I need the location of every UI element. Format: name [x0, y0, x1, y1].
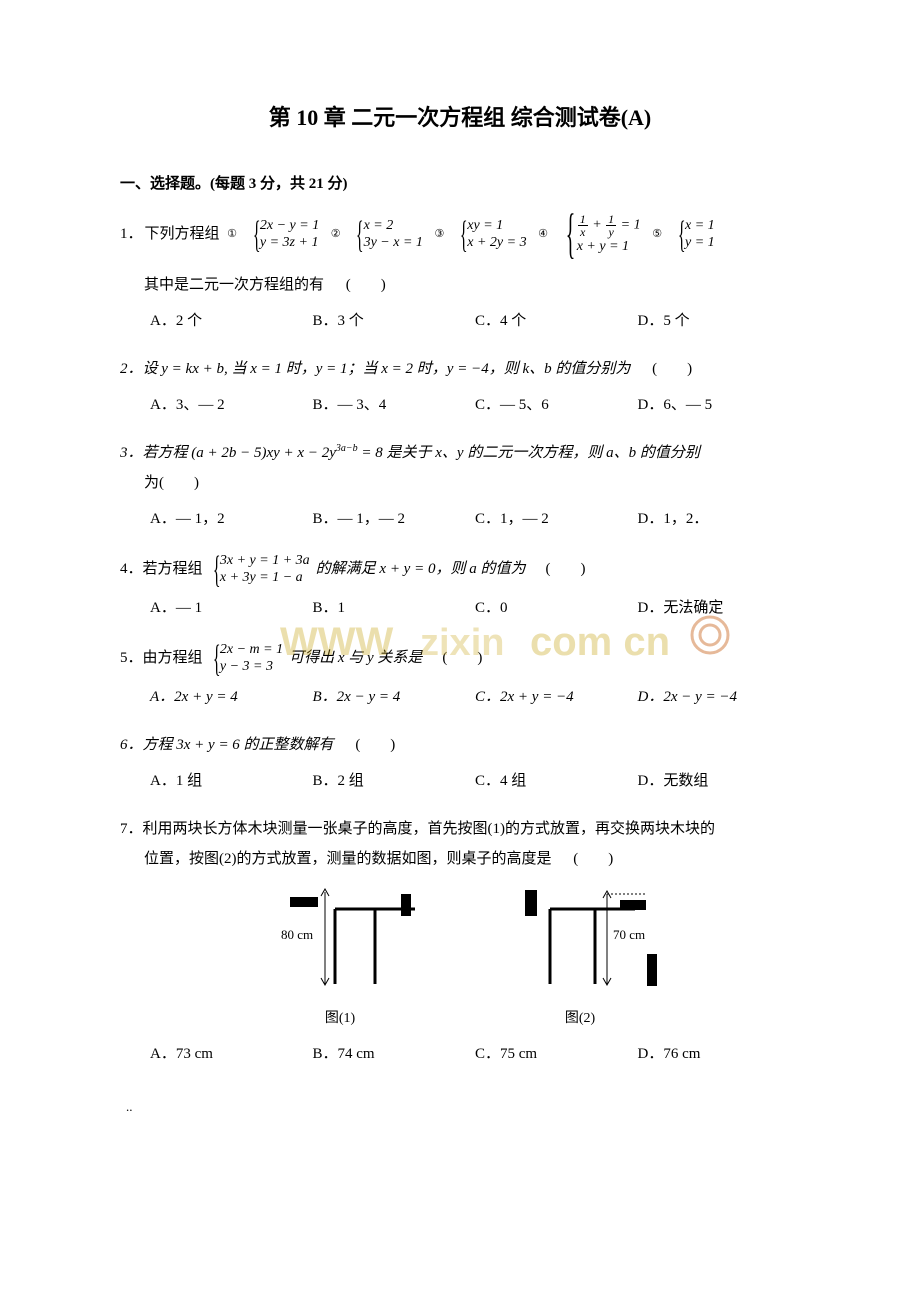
q3-opt-a: A．— 1，2	[150, 504, 313, 534]
q1-opt-a: A．2 个	[150, 306, 313, 336]
q2-opt-c: C．— 5、6	[475, 390, 638, 420]
q5-paren: ( )	[442, 643, 482, 673]
q2-paren: ( )	[652, 361, 692, 377]
q3-t1: 3．若方程 (a + 2b − 5)xy + x − 2y	[120, 445, 336, 461]
q2-opt-a: A．3、— 2	[150, 390, 313, 420]
q5-opt-a: A．2x + y = 4	[150, 682, 313, 712]
question-5: 5．由方程组 { 2x − m = 1 y − 3 = 3 可得出 x 与 y …	[120, 641, 800, 712]
q1-paren: ( )	[346, 277, 386, 293]
figure-2: 70 cm 图(2)	[495, 884, 665, 1033]
q4-opt-b: B．1	[313, 593, 476, 623]
sys4: { 1x + 1y = 1 x + y = 1	[560, 213, 641, 256]
q6-opt-b: B．2 组	[313, 766, 476, 796]
q6-opt-a: A．1 组	[150, 766, 313, 796]
footer-dots: ..	[120, 1099, 800, 1115]
q7-opt-d: D．76 cm	[638, 1039, 801, 1069]
q5-sys: { 2x − m = 1 y − 3 = 3	[209, 641, 284, 676]
q4-opt-d: D．无法确定	[638, 593, 801, 623]
q3-opt-d: D．1，2．	[638, 504, 801, 534]
q6-opt-c: C．4 组	[475, 766, 638, 796]
sys2: { x = 2 3y − x = 1	[352, 217, 423, 252]
sys3: { xy = 1 x + 2y = 3	[456, 217, 527, 252]
q3-exp: 3a−b	[336, 443, 358, 454]
q1-opt-d: D．5 个	[638, 306, 801, 336]
q7-opt-a: A．73 cm	[150, 1039, 313, 1069]
question-7: 7．利用两块长方体木块测量一张桌子的高度，首先按图(1)的方式放置，再交换两块木…	[120, 814, 800, 1069]
q4-lead: 4．若方程组	[120, 554, 203, 584]
q1-opt-c: C．4 个	[475, 306, 638, 336]
q4-tail: 的解满足 x + y = 0，则 a 的值为	[316, 554, 526, 584]
fig1-label: 图(1)	[255, 1005, 425, 1033]
figure-1: 80 cm 图(1)	[255, 884, 425, 1033]
question-1: 1． 下列方程组 ① { 2x − y = 1 y = 3z + 1 ② { x…	[120, 213, 800, 336]
question-2: 2．设 y = kx + b, 当 x = 1 时，y = 1；当 x = 2 …	[120, 354, 800, 420]
q4-sys: { 3x + y = 1 + 3a x + 3y = 1 − a	[209, 552, 310, 587]
q4-opt-a: A．— 1	[150, 593, 313, 623]
page-title: 第 10 章 二元一次方程组 综合测试卷(A)	[120, 100, 800, 132]
q2-text: 2．设 y = kx + b, 当 x = 1 时，y = 1；当 x = 2 …	[120, 361, 630, 377]
q4-opt-c: C．0	[475, 593, 638, 623]
q1-num: 1．	[120, 219, 143, 249]
circ-5: ⑤	[650, 227, 665, 242]
circ-3: ③	[432, 227, 447, 242]
question-6: 6．方程 3x + y = 6 的正整数解有 ( ) A．1 组 B．2 组 C…	[120, 730, 800, 796]
q5-opt-d: D．2x − y = −4	[638, 682, 801, 712]
question-4: 4．若方程组 { 3x + y = 1 + 3a x + 3y = 1 − a …	[120, 552, 800, 623]
circ-2: ②	[328, 227, 343, 242]
q3-t2: = 8 是关于 x、y 的二元一次方程，则 a、b 的值分别	[361, 445, 699, 461]
q3-opt-b: B．— 1，— 2	[313, 504, 476, 534]
fig2-label: 图(2)	[495, 1005, 665, 1033]
q5-opt-b: B．2x − y = 4	[313, 682, 476, 712]
question-3: 3．若方程 (a + 2b − 5)xy + x − 2y3a−b = 8 是关…	[120, 438, 800, 534]
q7-t2: 位置，按图(2)的方式放置，测量的数据如图，则桌子的高度是	[144, 851, 552, 867]
q7-figures: 80 cm 图(1) 70 cm 图(2)	[120, 884, 800, 1033]
q1-opt-b: B．3 个	[313, 306, 476, 336]
q6-text: 6．方程 3x + y = 6 的正整数解有	[120, 737, 334, 753]
q6-paren: ( )	[355, 737, 395, 753]
q2-opt-b: B．— 3、4	[313, 390, 476, 420]
q7-opt-c: C．75 cm	[475, 1039, 638, 1069]
q3-opt-c: C．1，— 2	[475, 504, 638, 534]
svg-text:80 cm: 80 cm	[281, 927, 313, 942]
q4-paren: ( )	[545, 554, 585, 584]
sys5: { x = 1 y = 1	[674, 217, 715, 252]
circ-1: ①	[225, 227, 240, 242]
q3-t3: 为( )	[120, 468, 800, 498]
q7-opt-b: B．74 cm	[313, 1039, 476, 1069]
q1-note: 其中是二元一次方程组的有	[144, 277, 324, 293]
sys1: { 2x − y = 1 y = 3z + 1	[249, 217, 320, 252]
q7-t1: 7．利用两块长方体木块测量一张桌子的高度，首先按图(1)的方式放置，再交换两块木…	[120, 814, 800, 844]
q5-tail: 可得出 x 与 y 关系是	[289, 643, 422, 673]
q2-opt-d: D．6、— 5	[638, 390, 801, 420]
q6-opt-d: D．无数组	[638, 766, 801, 796]
q7-paren: ( )	[573, 851, 613, 867]
q1-lead: 下列方程组	[145, 219, 220, 249]
q5-opt-c: C．2x + y = −4	[475, 682, 638, 712]
q5-lead: 5．由方程组	[120, 643, 203, 673]
section-heading: 一、选择题。(每题 3 分，共 21 分)	[120, 172, 800, 193]
svg-text:70 cm: 70 cm	[613, 927, 645, 942]
circ-4: ④	[536, 227, 551, 242]
